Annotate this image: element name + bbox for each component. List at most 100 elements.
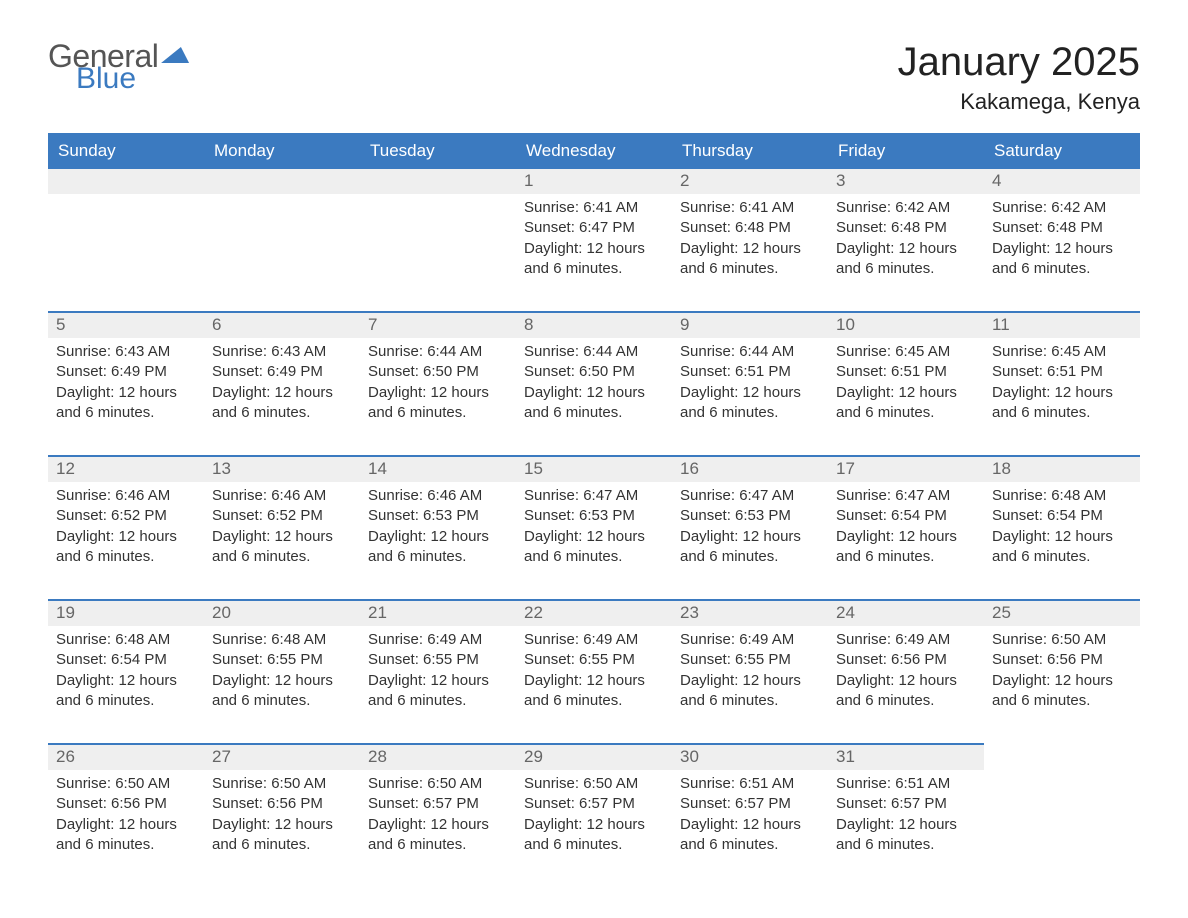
daylight-line-1: Daylight: 12 hours bbox=[524, 671, 664, 691]
daylight-line-2: and 6 minutes. bbox=[992, 547, 1132, 567]
empty-day-bar bbox=[48, 167, 204, 194]
sunset-line: Sunset: 6:49 PM bbox=[212, 362, 352, 382]
day-details: Sunrise: 6:49 AMSunset: 6:55 PMDaylight:… bbox=[360, 626, 516, 719]
sunset-line: Sunset: 6:54 PM bbox=[992, 506, 1132, 526]
page-subtitle: Kakamega, Kenya bbox=[898, 89, 1140, 115]
daylight-line-1: Daylight: 12 hours bbox=[56, 671, 196, 691]
daylight-line-1: Daylight: 12 hours bbox=[56, 815, 196, 835]
calendar-cell: 4Sunrise: 6:42 AMSunset: 6:48 PMDaylight… bbox=[984, 167, 1140, 311]
sunrise-line: Sunrise: 6:49 AM bbox=[524, 630, 664, 650]
sunset-line: Sunset: 6:53 PM bbox=[680, 506, 820, 526]
calendar-cell: 7Sunrise: 6:44 AMSunset: 6:50 PMDaylight… bbox=[360, 311, 516, 455]
daylight-line-2: and 6 minutes. bbox=[680, 403, 820, 423]
sunrise-line: Sunrise: 6:46 AM bbox=[368, 486, 508, 506]
day-number: 1 bbox=[516, 167, 672, 194]
sunset-line: Sunset: 6:54 PM bbox=[836, 506, 976, 526]
daylight-line-1: Daylight: 12 hours bbox=[836, 239, 976, 259]
calendar-week-row: 1Sunrise: 6:41 AMSunset: 6:47 PMDaylight… bbox=[48, 167, 1140, 311]
day-number: 26 bbox=[48, 743, 204, 770]
day-number: 12 bbox=[48, 455, 204, 482]
day-details: Sunrise: 6:41 AMSunset: 6:47 PMDaylight:… bbox=[516, 194, 672, 287]
sunrise-line: Sunrise: 6:45 AM bbox=[992, 342, 1132, 362]
sunrise-line: Sunrise: 6:48 AM bbox=[56, 630, 196, 650]
calendar-cell: 19Sunrise: 6:48 AMSunset: 6:54 PMDayligh… bbox=[48, 599, 204, 743]
calendar-cell: 16Sunrise: 6:47 AMSunset: 6:53 PMDayligh… bbox=[672, 455, 828, 599]
daylight-line-2: and 6 minutes. bbox=[680, 835, 820, 855]
daylight-line-1: Daylight: 12 hours bbox=[368, 671, 508, 691]
sunset-line: Sunset: 6:53 PM bbox=[368, 506, 508, 526]
sunset-line: Sunset: 6:50 PM bbox=[368, 362, 508, 382]
daylight-line-2: and 6 minutes. bbox=[212, 691, 352, 711]
calendar-body: 1Sunrise: 6:41 AMSunset: 6:47 PMDaylight… bbox=[48, 167, 1140, 887]
day-number: 31 bbox=[828, 743, 984, 770]
daylight-line-1: Daylight: 12 hours bbox=[212, 815, 352, 835]
daylight-line-2: and 6 minutes. bbox=[212, 835, 352, 855]
sunset-line: Sunset: 6:48 PM bbox=[680, 218, 820, 238]
daylight-line-1: Daylight: 12 hours bbox=[992, 383, 1132, 403]
page-title: January 2025 bbox=[898, 40, 1140, 85]
sunset-line: Sunset: 6:47 PM bbox=[524, 218, 664, 238]
calendar-cell: 17Sunrise: 6:47 AMSunset: 6:54 PMDayligh… bbox=[828, 455, 984, 599]
day-number: 23 bbox=[672, 599, 828, 626]
daylight-line-2: and 6 minutes. bbox=[836, 691, 976, 711]
day-details: Sunrise: 6:44 AMSunset: 6:50 PMDaylight:… bbox=[516, 338, 672, 431]
sunrise-line: Sunrise: 6:51 AM bbox=[680, 774, 820, 794]
daylight-line-2: and 6 minutes. bbox=[992, 259, 1132, 279]
calendar-cell: 5Sunrise: 6:43 AMSunset: 6:49 PMDaylight… bbox=[48, 311, 204, 455]
day-details: Sunrise: 6:46 AMSunset: 6:52 PMDaylight:… bbox=[48, 482, 204, 575]
sunrise-line: Sunrise: 6:46 AM bbox=[212, 486, 352, 506]
daylight-line-2: and 6 minutes. bbox=[524, 547, 664, 567]
day-number: 24 bbox=[828, 599, 984, 626]
day-details: Sunrise: 6:46 AMSunset: 6:52 PMDaylight:… bbox=[204, 482, 360, 575]
calendar-cell bbox=[204, 167, 360, 311]
day-details: Sunrise: 6:41 AMSunset: 6:48 PMDaylight:… bbox=[672, 194, 828, 287]
daylight-line-2: and 6 minutes. bbox=[368, 547, 508, 567]
daylight-line-2: and 6 minutes. bbox=[680, 691, 820, 711]
sunrise-line: Sunrise: 6:47 AM bbox=[524, 486, 664, 506]
daylight-line-2: and 6 minutes. bbox=[992, 691, 1132, 711]
calendar-cell: 3Sunrise: 6:42 AMSunset: 6:48 PMDaylight… bbox=[828, 167, 984, 311]
calendar-cell bbox=[360, 167, 516, 311]
day-number: 30 bbox=[672, 743, 828, 770]
weekday-header: Sunday bbox=[48, 134, 204, 167]
daylight-line-1: Daylight: 12 hours bbox=[680, 527, 820, 547]
calendar-week-row: 26Sunrise: 6:50 AMSunset: 6:56 PMDayligh… bbox=[48, 743, 1140, 887]
sunrise-line: Sunrise: 6:45 AM bbox=[836, 342, 976, 362]
daylight-line-2: and 6 minutes. bbox=[56, 547, 196, 567]
calendar-cell: 20Sunrise: 6:48 AMSunset: 6:55 PMDayligh… bbox=[204, 599, 360, 743]
logo-flag-icon bbox=[161, 47, 195, 63]
day-number: 27 bbox=[204, 743, 360, 770]
sunset-line: Sunset: 6:48 PM bbox=[992, 218, 1132, 238]
calendar-week-row: 19Sunrise: 6:48 AMSunset: 6:54 PMDayligh… bbox=[48, 599, 1140, 743]
sunrise-line: Sunrise: 6:42 AM bbox=[992, 198, 1132, 218]
day-details: Sunrise: 6:42 AMSunset: 6:48 PMDaylight:… bbox=[984, 194, 1140, 287]
daylight-line-1: Daylight: 12 hours bbox=[212, 383, 352, 403]
day-details: Sunrise: 6:48 AMSunset: 6:54 PMDaylight:… bbox=[48, 626, 204, 719]
logo: General Blue bbox=[48, 40, 192, 94]
day-number: 8 bbox=[516, 311, 672, 338]
sunrise-line: Sunrise: 6:41 AM bbox=[680, 198, 820, 218]
sunset-line: Sunset: 6:57 PM bbox=[368, 794, 508, 814]
day-number: 18 bbox=[984, 455, 1140, 482]
day-details: Sunrise: 6:51 AMSunset: 6:57 PMDaylight:… bbox=[672, 770, 828, 863]
calendar-cell: 15Sunrise: 6:47 AMSunset: 6:53 PMDayligh… bbox=[516, 455, 672, 599]
day-details: Sunrise: 6:47 AMSunset: 6:53 PMDaylight:… bbox=[672, 482, 828, 575]
daylight-line-2: and 6 minutes. bbox=[524, 835, 664, 855]
day-details: Sunrise: 6:43 AMSunset: 6:49 PMDaylight:… bbox=[48, 338, 204, 431]
daylight-line-2: and 6 minutes. bbox=[524, 691, 664, 711]
daylight-line-1: Daylight: 12 hours bbox=[992, 527, 1132, 547]
sunset-line: Sunset: 6:56 PM bbox=[992, 650, 1132, 670]
sunrise-line: Sunrise: 6:41 AM bbox=[524, 198, 664, 218]
daylight-line-1: Daylight: 12 hours bbox=[836, 671, 976, 691]
calendar-cell: 13Sunrise: 6:46 AMSunset: 6:52 PMDayligh… bbox=[204, 455, 360, 599]
calendar-cell: 1Sunrise: 6:41 AMSunset: 6:47 PMDaylight… bbox=[516, 167, 672, 311]
daylight-line-1: Daylight: 12 hours bbox=[836, 383, 976, 403]
calendar-cell: 2Sunrise: 6:41 AMSunset: 6:48 PMDaylight… bbox=[672, 167, 828, 311]
calendar-cell bbox=[48, 167, 204, 311]
calendar-cell: 14Sunrise: 6:46 AMSunset: 6:53 PMDayligh… bbox=[360, 455, 516, 599]
day-number: 5 bbox=[48, 311, 204, 338]
sunrise-line: Sunrise: 6:49 AM bbox=[680, 630, 820, 650]
sunset-line: Sunset: 6:56 PM bbox=[212, 794, 352, 814]
calendar-cell: 26Sunrise: 6:50 AMSunset: 6:56 PMDayligh… bbox=[48, 743, 204, 887]
day-number: 14 bbox=[360, 455, 516, 482]
